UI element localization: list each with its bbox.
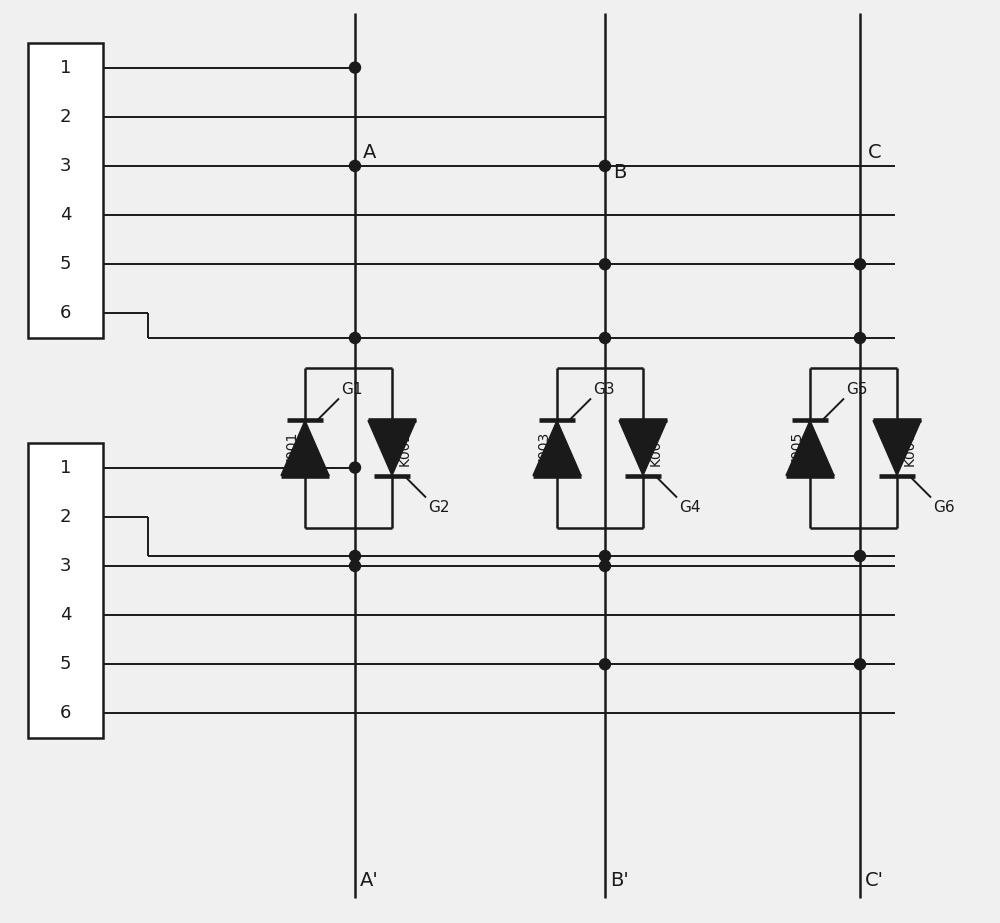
Text: G6: G6	[933, 499, 955, 514]
Polygon shape	[619, 421, 667, 475]
Text: K001: K001	[285, 430, 299, 466]
Circle shape	[350, 161, 360, 172]
Circle shape	[350, 462, 360, 473]
Circle shape	[600, 161, 610, 172]
Text: G1: G1	[341, 381, 362, 397]
Text: C: C	[868, 143, 882, 162]
Text: 1: 1	[60, 459, 71, 476]
Circle shape	[350, 550, 360, 561]
Text: 3: 3	[60, 157, 71, 175]
Text: K003: K003	[537, 430, 551, 465]
Text: A': A'	[360, 871, 379, 891]
Circle shape	[350, 560, 360, 571]
Text: 6: 6	[60, 704, 71, 723]
Text: G3: G3	[593, 381, 615, 397]
Text: 2: 2	[60, 508, 71, 526]
Circle shape	[854, 332, 866, 343]
Text: 5: 5	[60, 256, 71, 273]
Circle shape	[854, 258, 866, 270]
Circle shape	[600, 550, 610, 561]
Text: 6: 6	[60, 305, 71, 322]
Text: K002: K002	[398, 430, 412, 465]
Polygon shape	[786, 421, 834, 475]
Text: 3: 3	[60, 557, 71, 575]
Text: K005: K005	[790, 430, 804, 465]
Text: 4: 4	[60, 606, 71, 624]
Circle shape	[600, 258, 610, 270]
Circle shape	[854, 550, 866, 561]
Text: G5: G5	[846, 381, 867, 397]
Circle shape	[854, 659, 866, 670]
Text: 2: 2	[60, 108, 71, 126]
Text: 1: 1	[60, 58, 71, 77]
Text: K006: K006	[903, 430, 917, 466]
Text: A: A	[363, 143, 376, 162]
Text: 5: 5	[60, 655, 71, 673]
Polygon shape	[873, 421, 921, 475]
Text: C': C'	[865, 871, 884, 891]
FancyBboxPatch shape	[28, 43, 103, 338]
Text: G4: G4	[679, 499, 700, 514]
Text: B': B'	[610, 871, 629, 891]
Text: B: B	[613, 163, 626, 183]
Text: 4: 4	[60, 206, 71, 224]
Polygon shape	[281, 421, 329, 475]
Circle shape	[350, 62, 360, 73]
Circle shape	[600, 659, 610, 670]
Text: G2: G2	[428, 499, 450, 514]
FancyBboxPatch shape	[28, 443, 103, 738]
Text: K004: K004	[649, 430, 663, 465]
Polygon shape	[368, 421, 416, 475]
Circle shape	[600, 332, 610, 343]
Polygon shape	[533, 421, 581, 475]
Circle shape	[600, 560, 610, 571]
Circle shape	[350, 332, 360, 343]
